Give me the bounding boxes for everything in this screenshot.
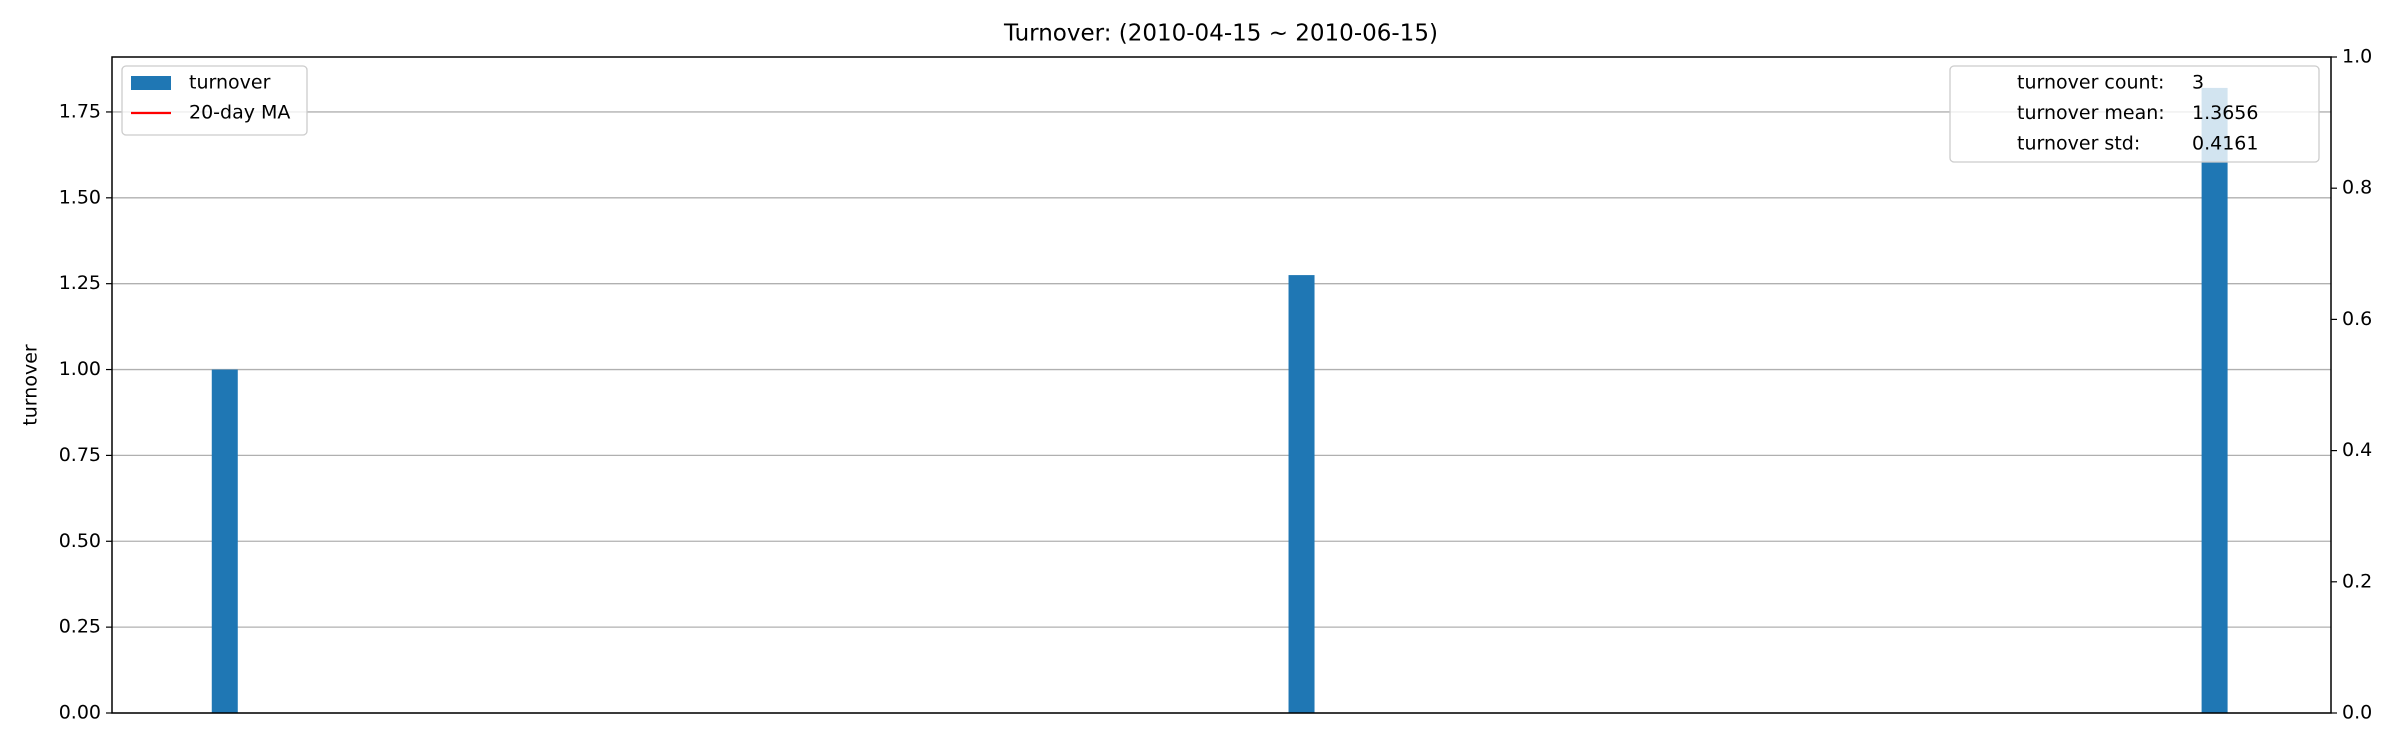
bar [211, 369, 238, 713]
stats-label: turnover mean: [2017, 102, 2165, 124]
stats-value: 0.4161 [2192, 133, 2258, 155]
y2-tick-label: 0.6 [2342, 308, 2372, 330]
plot-frame [111, 56, 2332, 714]
y2-tick-label: 1.0 [2342, 46, 2372, 68]
stats-label: turnover std: [2017, 133, 2140, 155]
stats-label: turnover count: [2017, 72, 2164, 94]
legend-label: 20-day MA [189, 102, 290, 124]
y-tick-label: 0.50 [59, 530, 101, 552]
legend-label: turnover [189, 72, 271, 94]
y2-tick-label: 0.4 [2342, 439, 2372, 461]
y2-tick-label: 0.2 [2342, 570, 2372, 592]
y-tick-label: 0.75 [59, 444, 101, 466]
y-tick-label: 1.25 [59, 272, 101, 294]
stats-value: 3 [2192, 72, 2204, 94]
y2-tick-label: 0.0 [2342, 702, 2372, 724]
stats-box [1949, 65, 2320, 163]
y-tick-label: 0.00 [59, 702, 101, 724]
y-tick-label: 1.50 [59, 186, 101, 208]
chart-title: Turnover: (2010-04-15 ~ 2010-06-15) [1003, 21, 1438, 47]
bar [2201, 87, 2228, 713]
y-tick-label: 0.25 [59, 616, 101, 638]
y2-tick-label: 0.8 [2342, 177, 2372, 199]
bar [1288, 275, 1315, 713]
y-axis-label: turnover [20, 344, 42, 426]
y-tick-label: 1.75 [59, 100, 101, 122]
legend-swatch [131, 76, 171, 90]
y-tick-label: 1.00 [59, 358, 101, 380]
stats-value: 1.3656 [2192, 102, 2258, 124]
